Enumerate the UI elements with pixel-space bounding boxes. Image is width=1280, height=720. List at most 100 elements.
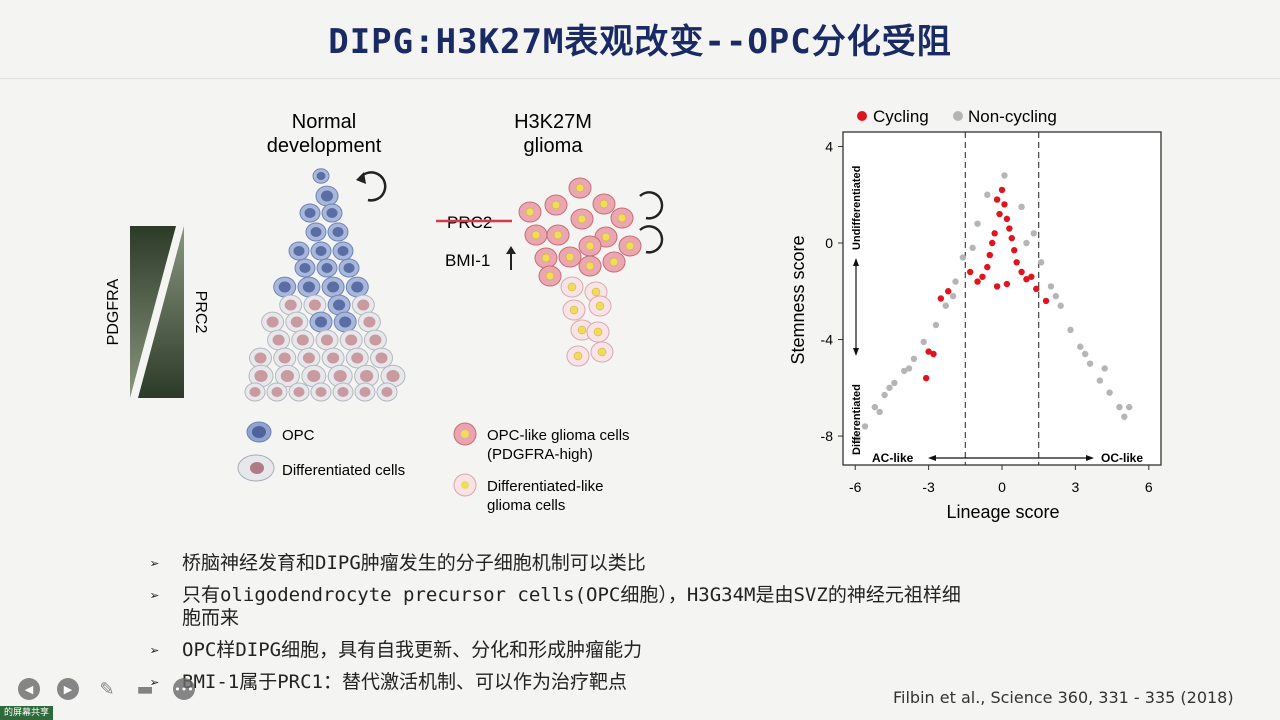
noncycling-point [959,254,967,261]
noncycling-point [1101,365,1108,372]
lineage-stemness-scatter: -6 -3 0 3 6 4 0 -4 -8 Cycling Non-cycling Undiff… [788,107,1162,522]
differentiated-cell [288,382,310,402]
opc-like-glioma-cell [518,201,542,223]
cycling-point [1011,247,1018,254]
noncycling-point [920,338,927,346]
opc-like-glioma-cell [610,207,634,229]
differentiated-cell [273,347,297,369]
differentiated-cell [363,329,387,351]
noncycling-point [1057,302,1064,309]
diff-like-glioma-cell [590,341,614,363]
arrowhead-right-icon [1086,455,1094,461]
slide-title: DIPG:H3K27M表观改变--OPC分化受阻 [328,22,952,62]
opc-cell [310,241,332,261]
title-divider [0,78,1280,79]
self-renew-arrow-icon [358,171,387,202]
bullet-item: ➢ BMI-1属于PRC1：替代激活机制、可以作为治疗靶点 [150,671,627,693]
glioma-header-line1: H3K27M [514,111,592,133]
differentiated-cell [376,382,398,402]
noncycling-point [1001,172,1008,179]
pyramid-illustration: PDGFRA PRC2 Normal development H3K27M gl… [105,111,664,514]
opc-cell [305,222,327,242]
opc-like-glioma-cell [524,224,548,246]
opc-cell [273,276,297,298]
legend-differentiated: Differentiated cells [237,454,405,482]
cycling-point [991,230,998,237]
diff-like-glioma-cell [588,295,612,317]
prc2-gradient-label: PRC2 [192,291,209,334]
differentiated-cell [351,294,375,316]
differentiated-cell [285,311,309,333]
next-slide-icon[interactable]: ▶ [57,678,79,700]
noncycling-point [861,423,869,430]
bullet-arrow-icon: ➢ [150,554,160,573]
ac-like-label: AC-like [872,451,914,465]
differentiated-label: Differentiated [851,384,863,455]
differentiated-cell [248,364,274,388]
noncycling-point [1030,230,1038,237]
noncycling-point [1047,283,1055,290]
noncycling-point [1067,326,1074,334]
opc-cell [316,258,338,278]
cycling-point [925,348,932,355]
citation: Filbin et al., Science 360, 331 - 335 (2… [893,688,1234,707]
up-arrowhead-icon [506,246,516,254]
legend-opc: OPC [246,421,315,444]
noncycling-point [900,367,908,375]
cycling-point [996,210,1003,218]
cycling-point [967,268,974,276]
diff-like-glioma-cell [566,345,590,367]
svg-text:(PDGFRA-high): (PDGFRA-high) [487,446,593,463]
opc-cell [333,311,357,333]
bmi1-label: BMI-1 [445,251,490,270]
pen-icon[interactable]: ✎ [99,678,115,700]
cycling-point [1003,280,1011,288]
legend-noncycling-marker [953,111,963,121]
undifferentiated-label: Undifferentiated [851,166,863,250]
x-tick-label: 6 [1145,479,1153,495]
differentiated-cell [345,347,369,369]
differentiated-cell [354,364,380,388]
opc-cell [309,311,333,333]
noncycling-point [952,278,959,285]
noncycling-point [1106,389,1113,396]
diff-like-glioma-cell [560,276,584,298]
y-axis-label: Stemness score [788,235,808,364]
normal-header-line1: Normal [292,111,356,133]
differentiated-cell [244,382,266,402]
opc-cell [294,258,316,278]
bullet-item: ➢ OPC样DIPG细胞，具有自我更新、分化和形成肿瘤能力 [150,639,643,661]
opc-cell [321,203,343,223]
bullet-arrow-icon: ➢ [150,586,160,605]
noncycling-point [1126,403,1133,411]
opc-like-glioma-cell [618,235,642,257]
prc2-wedge [138,226,184,398]
opc-cell [299,203,321,223]
cycling-point [1033,285,1040,293]
noncycling-point [969,244,976,252]
cycling-point [993,283,1001,290]
camera-icon[interactable]: ▬ [136,678,154,700]
differentiated-cell [357,311,381,333]
cycling-point [1003,215,1011,223]
svg-text:OPC-like glioma cells: OPC-like glioma cells [487,427,630,444]
svg-text:OPC: OPC [282,427,315,444]
prev-slide-icon[interactable]: ◀ [18,678,40,700]
differentiated-cell [261,311,285,333]
noncycling-point [932,321,940,329]
noncycling-point [1086,360,1094,367]
noncycling-point [905,365,913,372]
opc-like-glioma-cell [592,193,616,215]
differentiated-cell [291,329,315,351]
noncycling-point [1121,413,1128,420]
x-tick-label: 3 [1071,479,1079,495]
svg-text:Differentiated-like: Differentiated-like [487,478,603,495]
cycling-point [974,278,981,285]
more-options-icon[interactable]: ••• [173,678,195,700]
cycling-point [993,196,1001,203]
noncycling-point [1081,350,1089,358]
normal-cell-pyramid [244,168,406,402]
noncycling-point [942,302,949,309]
bullet-arrow-icon: ➢ [150,641,160,660]
opc-like-glioma-cell [544,194,568,216]
